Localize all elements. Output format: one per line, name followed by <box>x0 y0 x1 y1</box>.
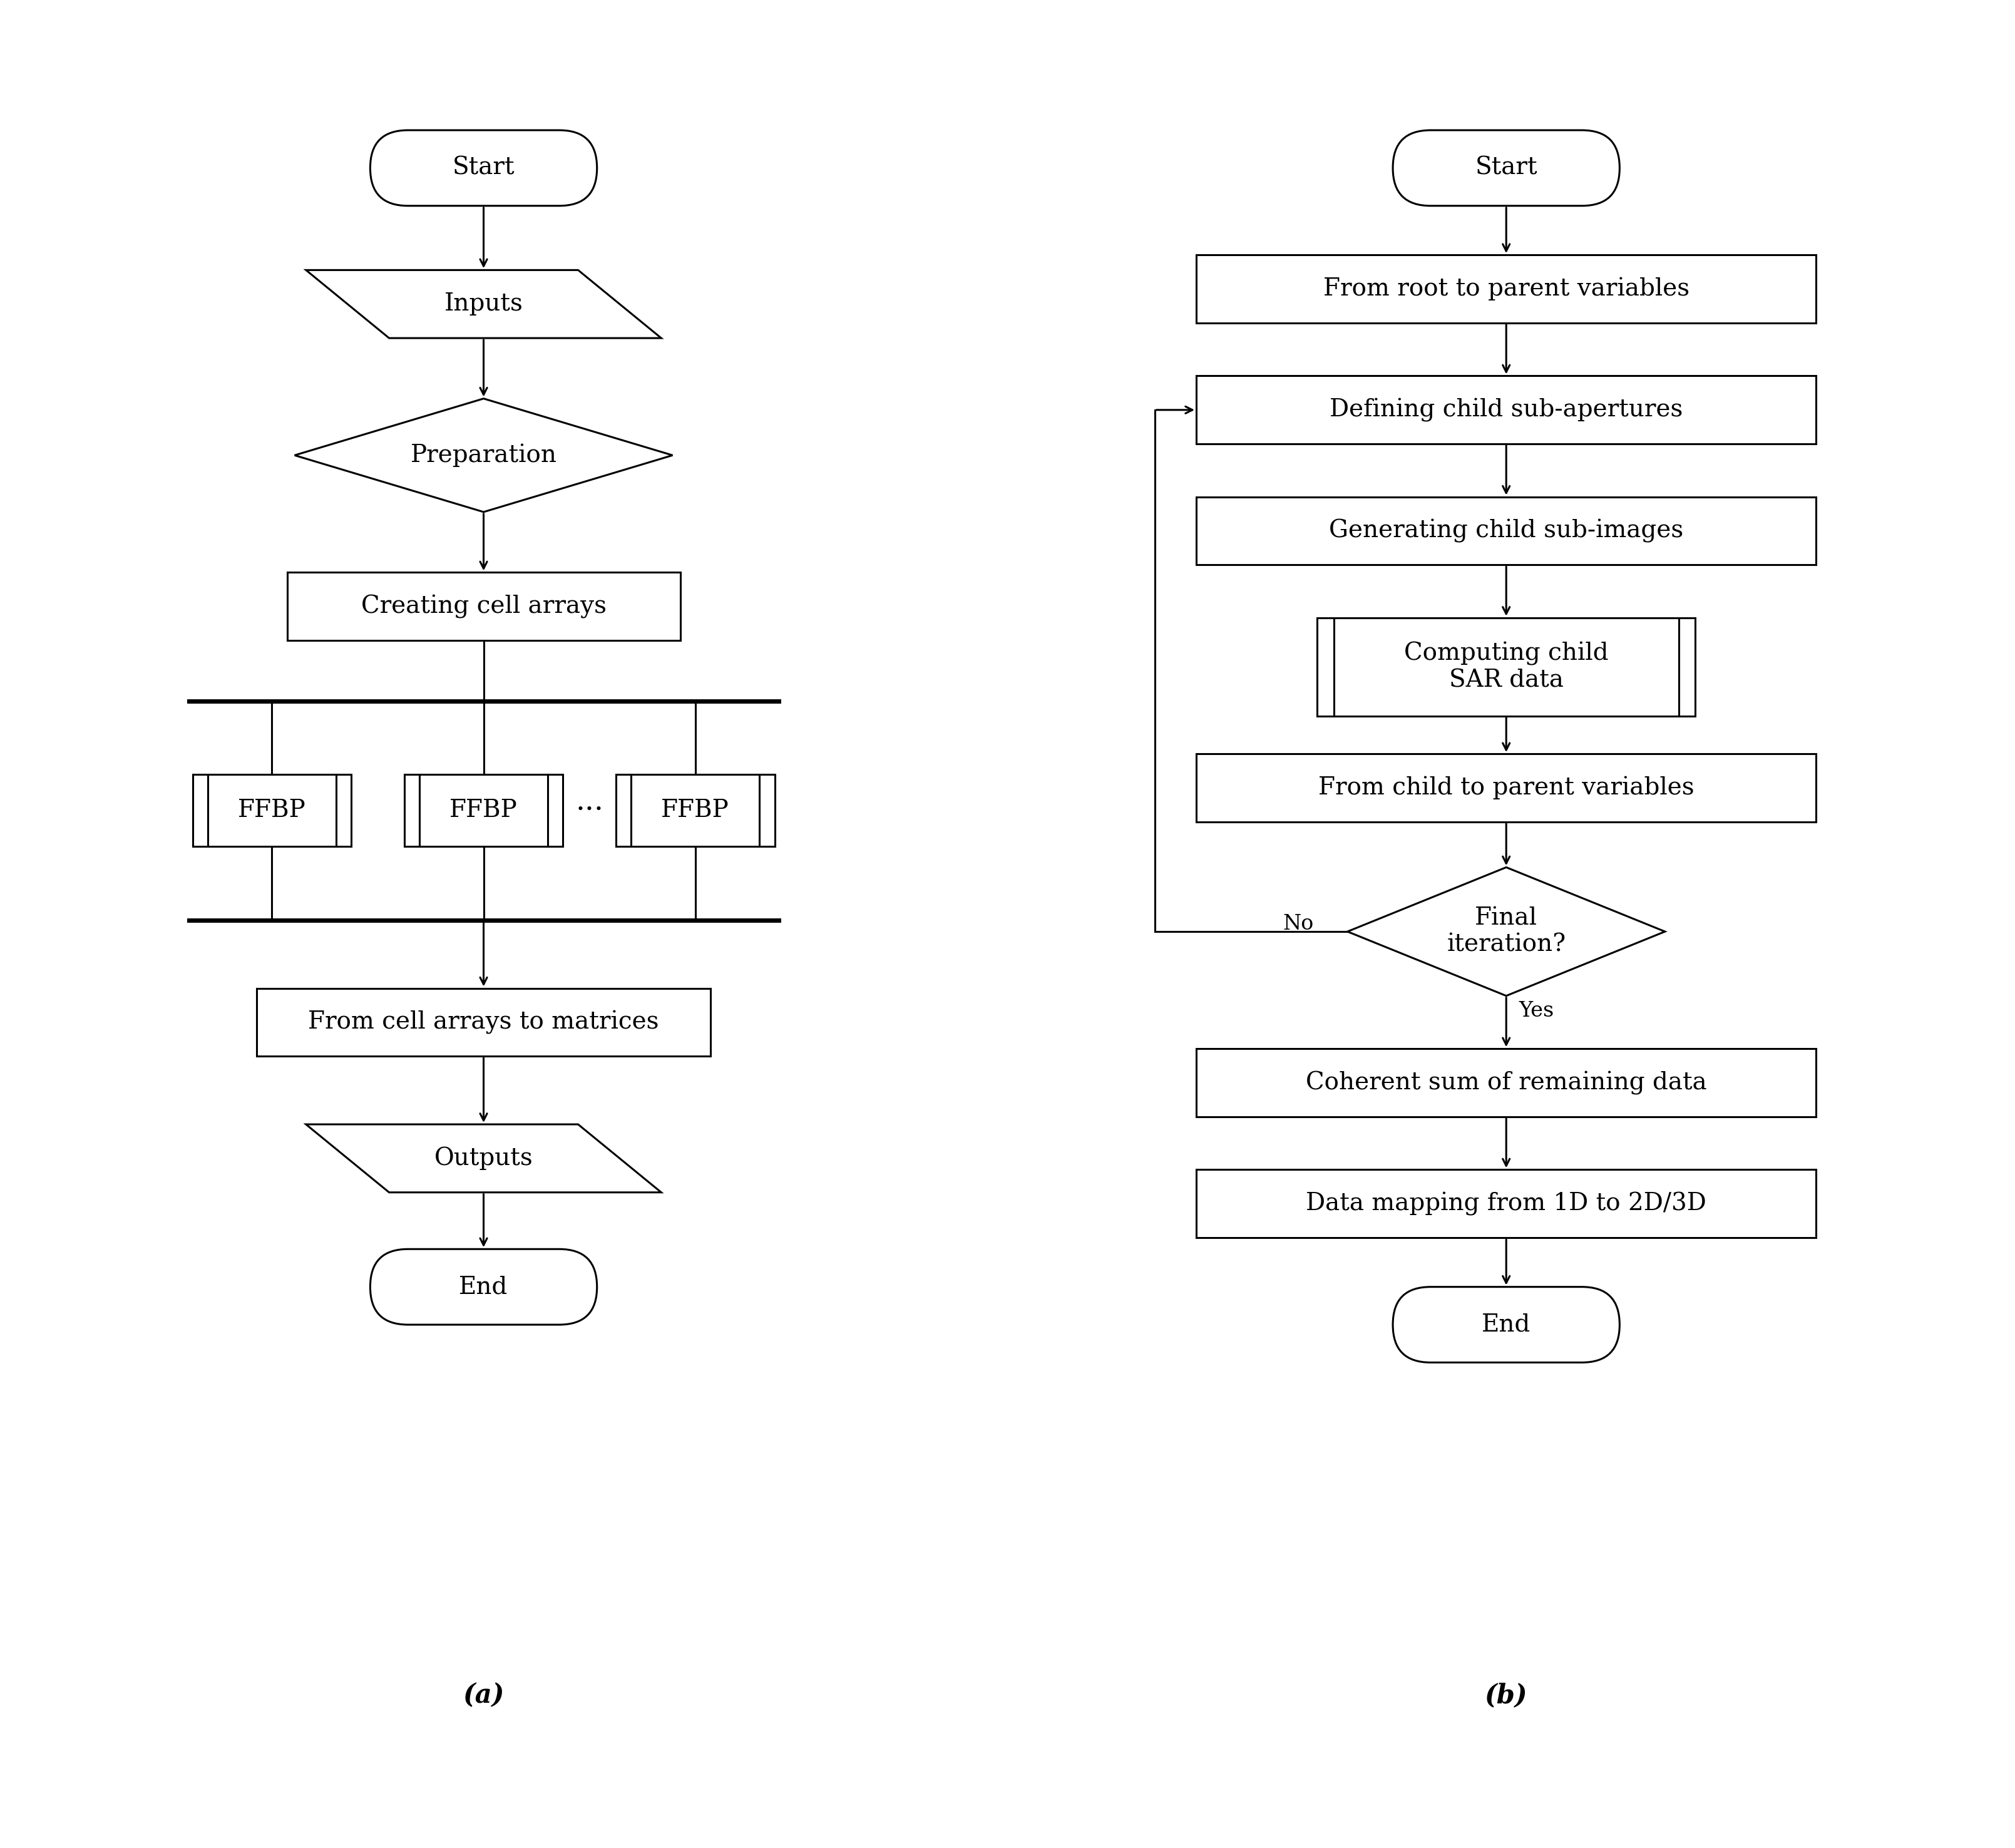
Text: (a): (a) <box>463 1682 504 1708</box>
Text: From root to parent variables: From root to parent variables <box>1324 277 1689 301</box>
Text: Data mapping from 1D to 2D/3D: Data mapping from 1D to 2D/3D <box>1306 1192 1707 1216</box>
Bar <box>286 573 681 641</box>
Bar <box>405 774 562 846</box>
Bar <box>1197 497 1816 565</box>
FancyBboxPatch shape <box>1392 1286 1620 1362</box>
Text: Start: Start <box>1475 157 1537 179</box>
Polygon shape <box>306 270 661 338</box>
Text: Yes: Yes <box>1519 1002 1554 1020</box>
Bar <box>1318 617 1695 715</box>
Bar <box>1197 1048 1816 1116</box>
Text: FFBP: FFBP <box>661 798 729 822</box>
Text: From cell arrays to matrices: From cell arrays to matrices <box>308 1011 659 1035</box>
Text: (b): (b) <box>1485 1682 1527 1708</box>
Text: Preparation: Preparation <box>411 444 556 468</box>
Text: Coherent sum of remaining data: Coherent sum of remaining data <box>1306 1070 1707 1094</box>
Text: FFBP: FFBP <box>238 798 306 822</box>
Text: From child to parent variables: From child to parent variables <box>1318 776 1695 800</box>
Text: ···: ··· <box>576 796 604 824</box>
Text: End: End <box>1481 1314 1531 1336</box>
Text: Start: Start <box>453 157 514 179</box>
Bar <box>1197 255 1816 323</box>
Text: Final
iteration?: Final iteration? <box>1447 907 1566 957</box>
FancyBboxPatch shape <box>1392 129 1620 205</box>
Bar <box>617 774 774 846</box>
Text: FFBP: FFBP <box>449 798 518 822</box>
Polygon shape <box>1348 867 1664 996</box>
Bar <box>1197 375 1816 444</box>
Bar <box>256 989 711 1057</box>
Text: No: No <box>1284 915 1314 933</box>
Text: Outputs: Outputs <box>433 1146 534 1170</box>
Text: Creating cell arrays: Creating cell arrays <box>361 595 607 619</box>
Polygon shape <box>306 1124 661 1192</box>
Text: Defining child sub-apertures: Defining child sub-apertures <box>1330 397 1683 421</box>
FancyBboxPatch shape <box>371 1249 596 1325</box>
FancyBboxPatch shape <box>371 129 596 205</box>
Polygon shape <box>294 399 673 512</box>
Bar <box>1197 1170 1816 1238</box>
Text: Computing child
SAR data: Computing child SAR data <box>1404 641 1608 693</box>
Bar <box>1197 754 1816 822</box>
Bar <box>193 774 351 846</box>
Text: End: End <box>459 1275 508 1299</box>
Text: Generating child sub-images: Generating child sub-images <box>1330 519 1683 543</box>
Text: Inputs: Inputs <box>443 292 524 316</box>
